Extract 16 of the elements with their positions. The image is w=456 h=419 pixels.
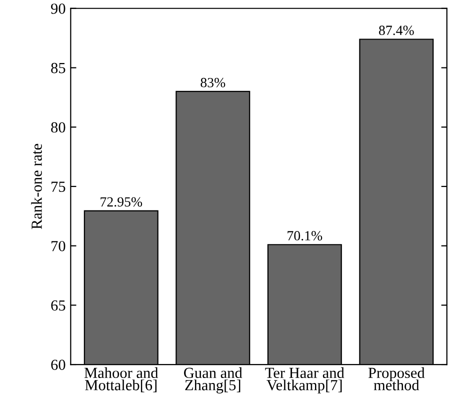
y-tick-label: 65 bbox=[51, 300, 66, 311]
data-label: 70.1% bbox=[288, 231, 322, 240]
x-tick-label: Guan and Zhang[5] bbox=[184, 367, 242, 394]
x-tick-label: Mahoor and Mottaleb[6] bbox=[84, 367, 158, 392]
y-tick-label: 85 bbox=[51, 62, 66, 74]
data-label: 72.95% bbox=[100, 197, 142, 207]
data-label: 83% bbox=[200, 78, 226, 88]
y-tick-label: 70 bbox=[52, 240, 66, 252]
x-tick-label: Proposed method bbox=[368, 367, 425, 390]
y-tick-label: 60 bbox=[51, 360, 66, 370]
y-tick-label: 90 bbox=[51, 4, 66, 14]
data-label: 87.4% bbox=[379, 26, 414, 36]
y-tick-label: 80 bbox=[51, 122, 66, 133]
x-tick-label: Ter Haar and Veltkamp[7] bbox=[265, 367, 344, 394]
y-axis-title: Rank-one rate bbox=[31, 144, 42, 230]
y-tick-label: 75 bbox=[52, 182, 66, 192]
